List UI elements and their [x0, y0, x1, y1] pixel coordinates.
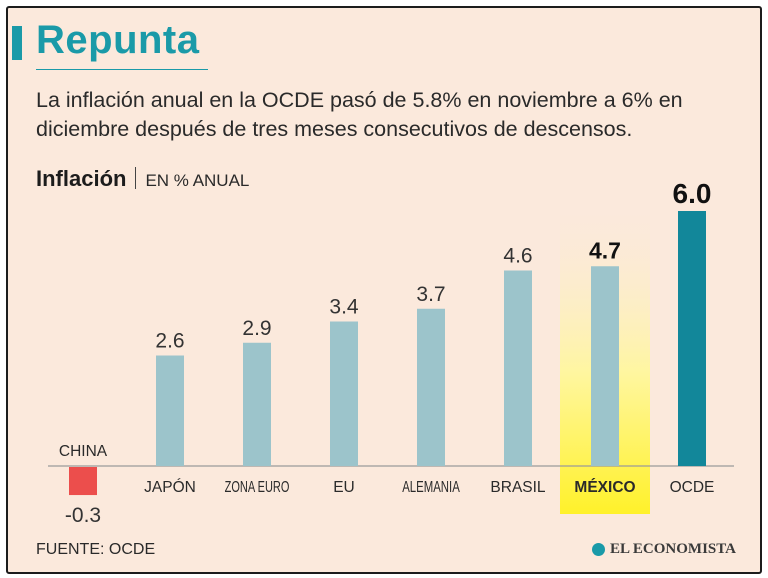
heading-separator	[135, 167, 137, 189]
bar-china	[69, 467, 97, 496]
title-accent-bar	[12, 26, 22, 60]
bar-japon	[156, 355, 184, 466]
bar-ocde	[678, 211, 706, 466]
source-note: FUENTE: OCDE	[36, 541, 156, 558]
category-label-mexico: MÉXICO	[574, 479, 635, 496]
bar-brasil	[504, 270, 532, 466]
bar-chart: CHINA -0.3 2.6 JAPÓN 2.9 ZONA EURO 3.4 EU 3.7 ALE…	[48, 178, 734, 527]
title-underline	[36, 69, 208, 70]
category-label-alemania: ALEMANIA	[402, 479, 460, 496]
brand-icon	[592, 543, 605, 556]
value-label-mexico: 4.7	[589, 237, 621, 263]
category-label-eu: EU	[333, 479, 355, 496]
category-label-china: CHINA	[59, 443, 108, 460]
value-label-eu: 3.4	[329, 296, 359, 319]
page-title: Repunta	[36, 18, 200, 62]
value-label-alemania: 3.7	[416, 283, 445, 306]
value-label-japon: 2.6	[155, 330, 184, 353]
category-label-brasil: BRASIL	[490, 479, 546, 496]
value-label-ocde: 6.0	[673, 178, 712, 209]
bar-eu	[330, 321, 358, 466]
brand-logo: EL ECONOMISTA	[592, 541, 736, 558]
category-label-japon: JAPÓN	[144, 479, 196, 496]
chart-heading: Inflación EN % ANUAL	[36, 166, 249, 192]
bar-mexico	[591, 266, 619, 466]
value-label-brasil: 4.6	[503, 245, 532, 268]
bar-alemania	[417, 308, 445, 466]
category-label-ocde: OCDE	[670, 479, 715, 496]
bar-zona-euro	[243, 342, 271, 466]
category-label-zona-euro: ZONA EURO	[225, 479, 290, 496]
brand-name: EL ECONOMISTA	[610, 541, 736, 557]
subtitle: La inflación anual en la OCDE pasó de 5.…	[36, 88, 683, 141]
chart-title: Inflación	[36, 166, 127, 191]
infographic-frame: Repunta La inflación anual en la OCDE pa…	[6, 6, 762, 574]
value-label-zona-euro: 2.9	[242, 317, 271, 340]
value-label-china: -0.3	[65, 504, 101, 527]
chart-unit: EN % ANUAL	[145, 171, 250, 190]
